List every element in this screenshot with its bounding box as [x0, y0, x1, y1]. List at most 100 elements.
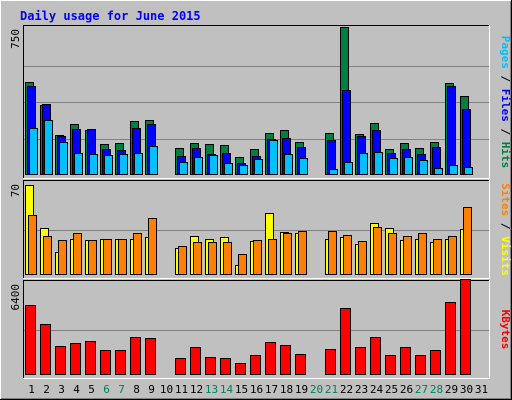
bar-sites-day-13: [208, 242, 217, 275]
bar-kbytes-day-5: [85, 341, 96, 375]
bar-sites-day-5: [88, 240, 97, 275]
bar-pages-day-7: [119, 154, 128, 175]
chart-title: Daily usage for June 2015: [20, 9, 201, 23]
bar-sites-day-4: [73, 233, 82, 275]
x-tick-label-day-11: 11: [175, 383, 188, 396]
bar-kbytes-day-4: [70, 343, 81, 375]
bar-pages-day-15: [239, 165, 248, 175]
x-tick-label-day-16: 16: [250, 383, 263, 396]
panel-bottom-ymax-label: 6400: [9, 284, 22, 311]
bar-sites-day-17: [268, 239, 277, 275]
bar-pages-day-12: [194, 157, 203, 175]
legend-part: /: [499, 216, 512, 236]
panel-bottom-legend-label: KBytes: [499, 310, 512, 350]
bar-sites-day-8: [133, 233, 142, 275]
bar-pages-day-23: [359, 153, 368, 175]
bar-kbytes-day-9: [145, 338, 156, 375]
panel-bottom: 6400 KBytes: [9, 279, 512, 379]
x-tick-label-day-30: 30: [460, 383, 473, 396]
bar-kbytes-day-17: [265, 342, 276, 375]
bar-pages-day-26: [404, 157, 413, 175]
x-tick-label-day-10: 10: [160, 383, 173, 396]
x-tick-label-day-7: 7: [118, 383, 125, 396]
x-tick-label-day-13: 13: [205, 383, 218, 396]
legend-part: Sites: [499, 183, 512, 216]
bar-pages-day-8: [134, 153, 143, 175]
bar-kbytes-day-8: [130, 337, 141, 375]
bar-pages-day-11: [179, 162, 188, 175]
bar-pages-day-29: [449, 165, 458, 175]
bar-pages-day-13: [209, 155, 218, 175]
bar-files-day-22: [342, 90, 351, 175]
bar-files-day-29: [447, 86, 456, 175]
x-tick-label-day-20: 20: [310, 383, 323, 396]
bar-pages-day-28: [434, 168, 443, 175]
bar-sites-day-18: [283, 233, 292, 275]
x-tick-label-day-15: 15: [235, 383, 248, 396]
legend-part: Files: [499, 89, 512, 122]
bar-pages-day-5: [89, 154, 98, 175]
bar-kbytes-day-6: [100, 350, 111, 375]
bar-sites-day-9: [148, 218, 157, 275]
bar-sites-day-23: [358, 241, 367, 275]
x-tick-label-day-26: 26: [400, 383, 413, 396]
x-tick-label-day-27: 27: [415, 383, 428, 396]
bar-kbytes-day-25: [385, 355, 396, 375]
bar-kbytes-day-21: [325, 349, 336, 375]
bar-sites-day-27: [418, 233, 427, 275]
bar-kbytes-day-29: [445, 302, 456, 375]
bar-sites-day-21: [328, 231, 337, 275]
bar-kbytes-day-7: [115, 350, 126, 375]
bar-files-day-30: [462, 109, 471, 175]
bar-kbytes-day-11: [175, 358, 186, 375]
bar-kbytes-day-3: [55, 346, 66, 375]
bar-pages-day-27: [419, 160, 428, 175]
bar-pages-day-1: [29, 128, 38, 175]
bar-pages-day-22: [344, 162, 353, 175]
bar-pages-day-24: [374, 152, 383, 175]
bar-kbytes-day-13: [205, 357, 216, 375]
legend-part: Pages: [499, 36, 512, 69]
x-tick-label-day-5: 5: [88, 383, 95, 396]
x-tick-label-day-8: 8: [133, 383, 140, 396]
bar-kbytes-day-28: [430, 350, 441, 375]
bar-pages-day-14: [224, 163, 233, 175]
x-tick-label-day-9: 9: [148, 383, 155, 396]
bar-pages-day-9: [149, 146, 158, 175]
bar-sites-day-11: [178, 246, 187, 275]
panel-middle-ymax-label: 70: [9, 184, 22, 197]
x-tick-label-day-3: 3: [58, 383, 65, 396]
bar-kbytes-day-30: [460, 279, 471, 375]
panel-middle: 70 Sites / Visits: [9, 180, 512, 279]
bar-pages-day-2: [44, 120, 53, 175]
bar-sites-day-2: [43, 236, 52, 275]
x-tick-label-day-1: 1: [28, 383, 35, 396]
bar-pages-day-25: [389, 158, 398, 175]
bar-sites-day-15: [238, 254, 247, 275]
x-tick-label-day-6: 6: [103, 383, 110, 396]
panel-top-ymax-label: 750: [9, 29, 22, 49]
x-tick-label-day-28: 28: [430, 383, 443, 396]
x-tick-label-day-25: 25: [385, 383, 398, 396]
legend-part: KBytes: [499, 310, 512, 350]
bar-pages-day-17: [269, 140, 278, 175]
bar-sites-day-26: [403, 236, 412, 275]
bar-sites-day-16: [253, 240, 262, 275]
bar-sites-day-25: [388, 233, 397, 275]
bar-sites-day-12: [193, 242, 202, 275]
bar-kbytes-day-23: [355, 347, 366, 375]
bar-kbytes-day-15: [235, 363, 246, 375]
bar-sites-day-28: [433, 239, 442, 275]
bar-pages-day-30: [464, 167, 473, 175]
legend-part: /: [499, 69, 512, 89]
bar-kbytes-day-19: [295, 354, 306, 375]
legend-part: /: [499, 122, 512, 142]
x-tick-label-day-17: 17: [265, 383, 278, 396]
x-tick-label-day-29: 29: [445, 383, 458, 396]
bar-kbytes-day-27: [415, 355, 426, 375]
bar-sites-day-29: [448, 236, 457, 275]
x-tick-label-day-22: 22: [340, 383, 353, 396]
bar-pages-day-4: [74, 153, 83, 175]
